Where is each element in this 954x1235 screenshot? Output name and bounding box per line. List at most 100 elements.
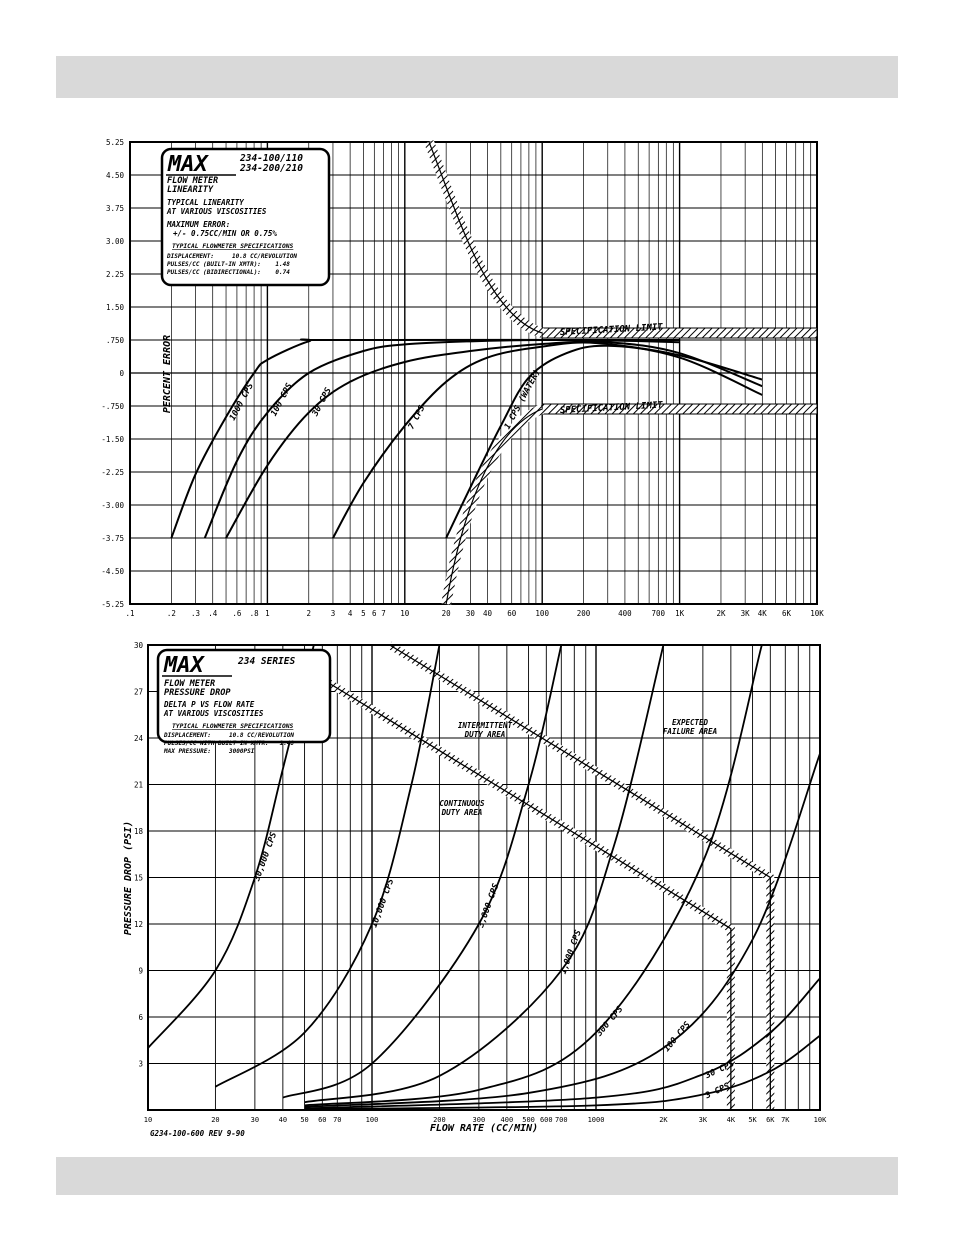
linearity-y-tick: -.750 [101,402,124,411]
linearity-y-axis-label: PERCENT ERROR [162,335,173,413]
pressure-x-tick: 100 [366,1116,379,1124]
linearity-x-tick: .2 [167,609,176,618]
linearity-x-tick: 200 [577,609,591,618]
pressure-specs-title: TYPICAL FLOWMETER SPECIFICATIONS [172,723,294,730]
pressure-x-tick: 60 [318,1116,326,1124]
pressure-title-line-2: PRESSURE DROP [164,688,231,698]
linearity-title-line-1: FLOW METER [167,176,218,186]
pressure-series-3-CPS [304,1034,821,1111]
pressure-x-tick: 500 [522,1116,535,1124]
pressure-x-tick: 1000 [588,1116,605,1124]
linearity-y-tick: 1.50 [106,303,125,312]
pressure-y-tick: 21 [134,781,143,790]
linearity-x-tick: 700 [652,609,666,618]
pressure-plot-frame [147,644,821,1111]
pressure-series-100-CPS [304,753,821,1108]
linearity-x-tick: .3 [191,609,200,618]
linearity-x-tick: 5 [361,609,366,618]
pressure-series-label-1-000-CPS: 1,000 CPS [559,929,584,976]
pressure-x-tick: 400 [501,1116,514,1124]
linearity-x-tick: 400 [618,609,632,618]
pressure-subtitle-2: AT VARIOUS VISCOSITIES [163,709,264,718]
linearity-x-tick: 3K [741,609,751,618]
linearity-spec-3: PULSES/CC (BIDIRECTIONAL): 0.74 [167,269,290,276]
pressure-spec-1: DISPLACEMENT: 10.8 CC/REVOLUTION [163,732,294,739]
pressure-y-tick: 12 [134,920,143,929]
linearity-x-tick: 60 [507,609,517,618]
pressure-x-tick: 50 [300,1116,308,1124]
continuous-duty-boundary [304,667,732,1110]
pressure-x-tick: 600 [540,1116,553,1124]
pressure-x-tick: 10 [144,1116,152,1124]
pressure-series-label-10-000-CPS: 10,000 CPS [369,878,396,930]
linearity-y-tick: -1.50 [101,435,124,444]
intermittent-area-label-2: DUTY AREA [464,730,506,739]
linearity-x-tick: 10K [810,609,824,618]
linearity-y-tick: 4.50 [106,171,125,180]
max-logo: MAX [167,152,209,177]
pressure-series-1-000-CPS [304,644,665,1104]
pressure-x-tick: 10K [814,1116,827,1124]
pressure-y-tick: 3 [138,1060,143,1069]
linearity-y-tick-labels: 5.25 4.50 3.75 3.00 2.25 1.50 .750 0 -.750 -1.50 -… [101,138,124,609]
linearity-y-tick: .750 [106,336,125,345]
linearity-x-tick: 6 [372,609,377,618]
linearity-series-30-CPS [225,340,763,539]
pressure-x-tick-labels: 10 20 30 40 50 60 70 100 200 300 400 500 600 700 1000 2… [144,1116,827,1124]
failure-area-label-1: EXPECTED [672,718,709,727]
pressure-series-label-300-CPS: 300 CPS [594,1005,625,1040]
pressure-series-300-CPS [304,644,763,1107]
pressure-y-axis-label: PRESSURE DROP (PSI) [123,821,134,935]
linearity-y-tick: -3.00 [101,501,124,510]
linearity-series-label-100-CPS: 100 CPS [269,382,295,418]
pressure-subtitle-1: DELTA P VS FLOW RATE [163,700,255,709]
pressure-y-tick: 6 [138,1013,143,1022]
pressure-y-tick: 15 [134,874,143,883]
linearity-x-tick: 4 [348,609,353,618]
linearity-x-tick: .8 [250,609,260,618]
linearity-series-7-CPS [332,341,763,539]
linearity-series [170,338,763,539]
pressure-spec-3: MAX PRESSURE: 3000PSI [163,748,255,755]
pressure-x-tick: 5K [748,1116,757,1124]
linearity-specs-title: TYPICAL FLOWMETER SPECIFICATIONS [172,243,294,250]
linearity-subtitle-2: AT VARIOUS VISCOSITIES [166,207,267,216]
pressure-series-label-3-000-CPS: 3,000 CPS [476,882,501,930]
linearity-series-label-1000-CPS: 1000 CPS [228,382,256,423]
pressure-x-tick: 7K [781,1116,790,1124]
linearity-spec-2: PULSES/CC (BUILT-IN XMTR): 1.48 [167,261,290,268]
linearity-series-1000-CPS [170,338,680,539]
linearity-series-labels: 1000 CPS 100 CPS 30 CPS 7 CPS 1 CPS (WATER) [228,368,543,431]
spec-limit-lower-curve-edge [445,408,543,605]
pressure-series-10-000-CPS [214,644,441,1088]
pressure-y-tick: 30 [134,641,144,650]
pressure-x-tick: 4K [727,1116,736,1124]
linearity-y-tick: 5.25 [106,138,124,147]
pressure-x-tick: 700 [555,1116,568,1124]
pressure-x-tick: 200 [433,1116,446,1124]
model-line-1: 234-100/110 [239,153,303,164]
pressure-x-tick: 40 [279,1116,287,1124]
spec-limit-upper-curve-edge [428,141,543,334]
pressure-spec-2: PULSES/CC WITH BUILT IN XMTR: 1.48 [164,740,294,747]
linearity-spec-bands [424,140,818,605]
pressure-x-tick: 300 [473,1116,486,1124]
pressure-x-tick: 20 [211,1116,219,1124]
model-line-2: 234-200/210 [239,163,303,174]
pressure-x-axis-label: FLOW RATE (CC/MIN) [430,1123,538,1134]
pressure-y-tick: 9 [138,967,143,976]
pressure-x-tick: 6K [766,1116,775,1124]
linearity-x-tick: 2K [716,609,726,618]
linearity-legend-box: MAX 234-100/110 234-200/210 FLOW METER L… [160,147,331,287]
linearity-x-tick-labels: .1 .2 .3 .4 .6 .8 1 2 3 4 5 6 7 10 20 30 40 60 100 200 400 70… [125,609,824,618]
pressure-y-tick: 18 [134,827,144,836]
linearity-y-tick: -2.25 [101,468,124,477]
pressure-model-line: 234 SERIES [237,656,295,667]
pressure-footnote: G234-100-600 REV 9-90 [150,1129,245,1138]
linearity-x-tick: 1K [675,609,685,618]
linearity-x-tick: 10 [400,609,410,618]
linearity-series-label-7-CPS: 7 CPS [407,404,428,431]
linearity-x-tick: 3 [331,609,336,618]
linearity-subtitle-1: TYPICAL LINEARITY [167,198,244,207]
linearity-x-tick: 7 [381,609,386,618]
